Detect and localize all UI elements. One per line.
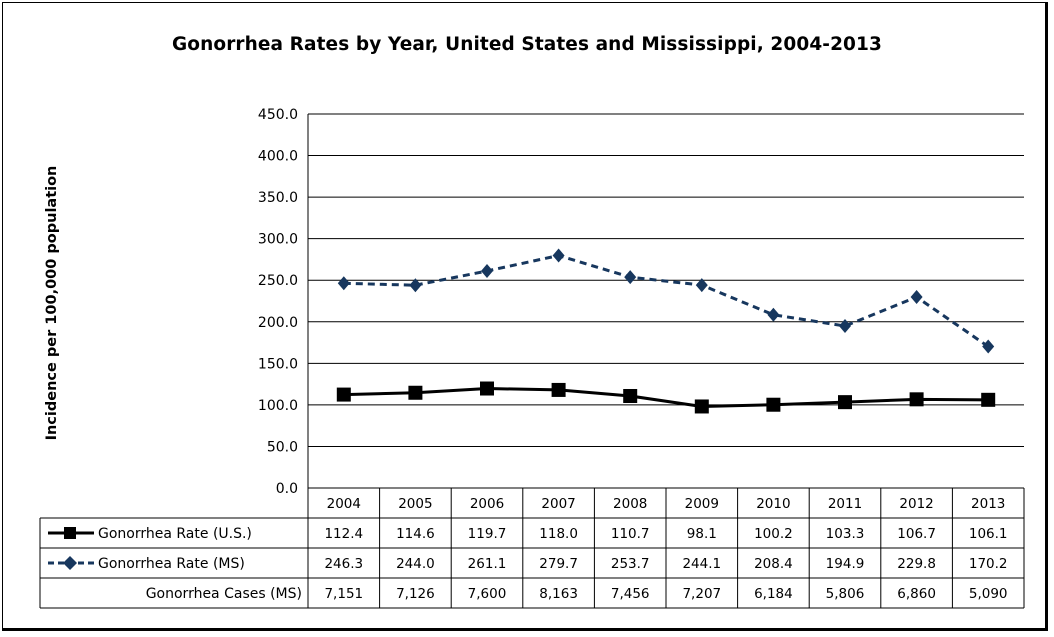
x-tick-label: 2005 [398,496,432,512]
data-label: 261.1 [468,556,507,572]
data-table: 2004 2005 2006 2007 2008 2009 2010 2011 2012 2013… [39,488,1025,609]
x-tick-label: 2010 [756,496,790,512]
y-tick-label: 0.0 [276,481,298,497]
x-tick-label: 2013 [971,496,1005,512]
legend-label: Gonorrhea Rate (MS) [98,556,245,572]
table-cell: 7,207 [682,586,721,602]
data-point-square [480,381,494,396]
y-tick-label: 400.0 [258,149,298,165]
data-label: 98.1 [687,526,717,542]
table-cell: 5,090 [969,586,1008,602]
data-point-square [981,392,996,407]
data-label: 253.7 [611,556,650,572]
x-tick-label: 2006 [470,496,504,512]
data-label: 114.6 [396,526,435,542]
data-label: 208.4 [754,556,793,572]
table-cell: 6,860 [897,586,936,602]
data-point-square [766,397,781,412]
chart-frame [2,2,1048,631]
series-layer [336,248,996,414]
y-tick-label: 250.0 [258,273,298,289]
data-point-diamond [552,248,565,263]
data-point-diamond [910,290,923,305]
data-point-diamond [695,278,708,293]
table-cell: 7,126 [396,586,435,602]
data-point-diamond [337,276,350,291]
y-tick-label: 150.0 [258,356,298,372]
data-label: 106.7 [897,526,936,542]
data-label: 100.2 [754,526,793,542]
data-point-diamond [839,319,851,334]
data-point-diamond [767,307,780,322]
y-tick-label: 450.0 [258,107,298,123]
table-cell: 6,184 [754,586,793,602]
data-label: 103.3 [826,526,865,542]
x-tick-label: 2009 [685,496,719,512]
data-label: 244.0 [396,556,435,572]
x-tick-label: 2012 [899,496,933,512]
legend-label: Gonorrhea Rate (U.S.) [98,526,252,542]
data-label: 112.4 [324,526,363,542]
data-point-square [694,399,709,414]
data-label: 106.1 [969,526,1008,542]
x-tick-label: 2011 [828,496,862,512]
data-label: 246.3 [324,556,363,572]
data-label: 110.7 [611,526,650,542]
data-point-diamond [409,278,422,293]
data-label: 279.7 [539,556,578,572]
y-tick-label: 50.0 [267,439,298,455]
legend-marker [64,527,76,539]
grid-lines [307,113,1024,489]
data-point-square [838,395,852,410]
x-tick-label: 2008 [613,496,647,512]
x-tick-label: 2004 [327,496,361,512]
chart-title: Gonorrhea Rates by Year, United States a… [172,34,882,55]
data-point-square [623,388,638,403]
y-tick-label: 350.0 [258,190,298,206]
x-tick-label: 2007 [541,496,575,512]
data-point-square [909,392,924,407]
data-label: 118.0 [539,526,578,542]
data-label: 244.1 [682,556,721,572]
data-point-diamond [624,270,637,285]
data-label: 229.8 [897,556,936,572]
series-line [343,387,989,408]
data-point-diamond [982,339,995,354]
series-line [343,253,990,348]
y-tick-labels: 0.0 50.0 100.0 150.0 200.0 250.0 300.0 350.0 400… [258,107,298,497]
table-row-label: Gonorrhea Cases (MS) [146,586,302,602]
data-point-square [408,385,423,400]
data-point-square [336,387,351,402]
data-label: 119.7 [468,526,507,542]
data-point-square [551,382,566,397]
data-point-diamond [481,263,493,278]
table-cell: 7,456 [611,586,650,602]
table-cell: 7,600 [468,586,507,602]
data-label: 194.9 [826,556,865,572]
table-cell: 8,163 [539,586,578,602]
y-tick-label: 100.0 [258,398,298,414]
legend-marker [63,556,77,570]
table-cell: 5,806 [826,586,865,602]
y-tick-label: 200.0 [258,315,298,331]
table-cell: 7,151 [324,586,363,602]
y-tick-label: 300.0 [258,232,298,248]
data-label: 170.2 [969,556,1008,572]
